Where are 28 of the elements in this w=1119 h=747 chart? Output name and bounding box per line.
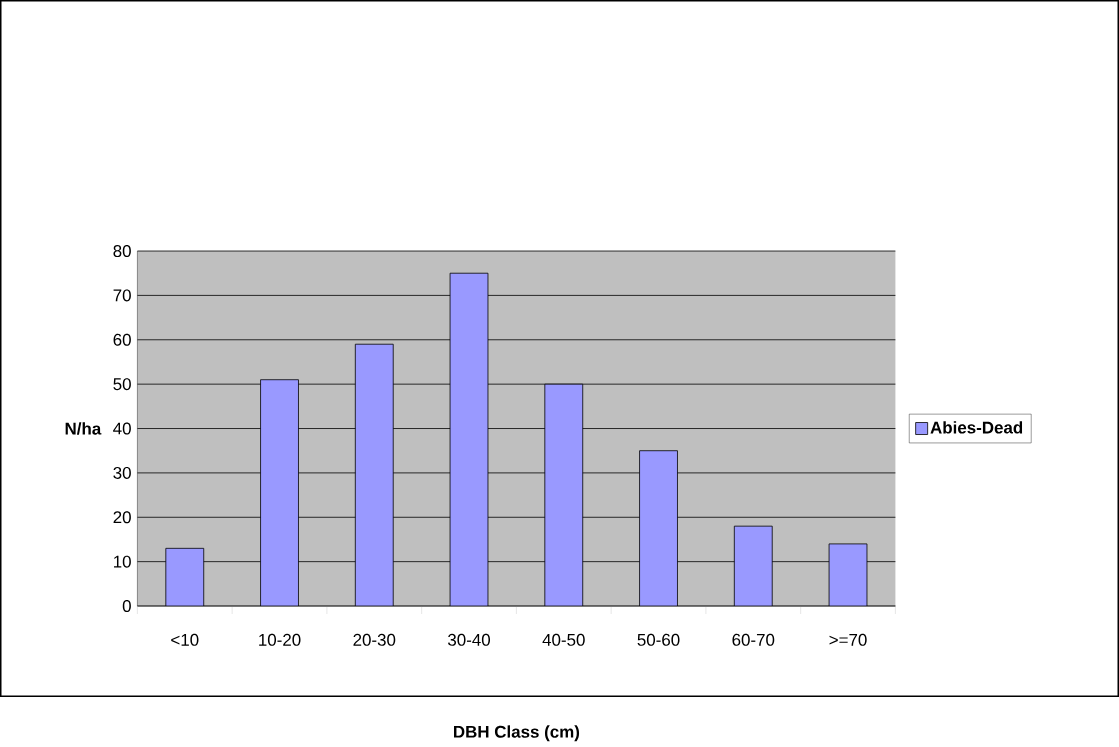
bar bbox=[828, 543, 868, 607]
y-tick-label: 30 bbox=[113, 467, 131, 480]
y-tick-label: 60 bbox=[113, 333, 131, 346]
y-tick-label: 10 bbox=[114, 555, 131, 568]
x-tick-label: 60-70 bbox=[732, 633, 775, 646]
bar bbox=[260, 379, 299, 607]
y-tick-label: 20 bbox=[113, 511, 131, 524]
x-tick-label: 40-50 bbox=[542, 633, 585, 646]
bar bbox=[733, 525, 773, 607]
x-tick-label: <10 bbox=[171, 633, 199, 646]
bar bbox=[544, 383, 584, 607]
bar bbox=[354, 343, 394, 607]
x-tick-label: >=70 bbox=[829, 633, 867, 646]
legend-label: Abies-Dead bbox=[930, 421, 1023, 434]
y-tick-label: 40 bbox=[113, 422, 131, 435]
y-tick-label: 0 bbox=[122, 600, 131, 613]
y-tick-label: 80 bbox=[113, 245, 131, 258]
bar bbox=[639, 450, 678, 607]
y-axis-title: N/ha bbox=[65, 422, 102, 435]
x-tick-label: 30-40 bbox=[448, 633, 491, 646]
x-axis-title: DBH Class (cm) bbox=[454, 725, 580, 742]
y-tick-label: 50 bbox=[113, 378, 131, 391]
x-tick-label: 20-30 bbox=[353, 633, 396, 646]
bar bbox=[449, 272, 489, 607]
bar bbox=[165, 548, 205, 607]
x-tick-label: 10-20 bbox=[259, 633, 301, 646]
y-tick-label: 70 bbox=[113, 289, 131, 302]
x-tick-label: 50-60 bbox=[637, 633, 680, 646]
